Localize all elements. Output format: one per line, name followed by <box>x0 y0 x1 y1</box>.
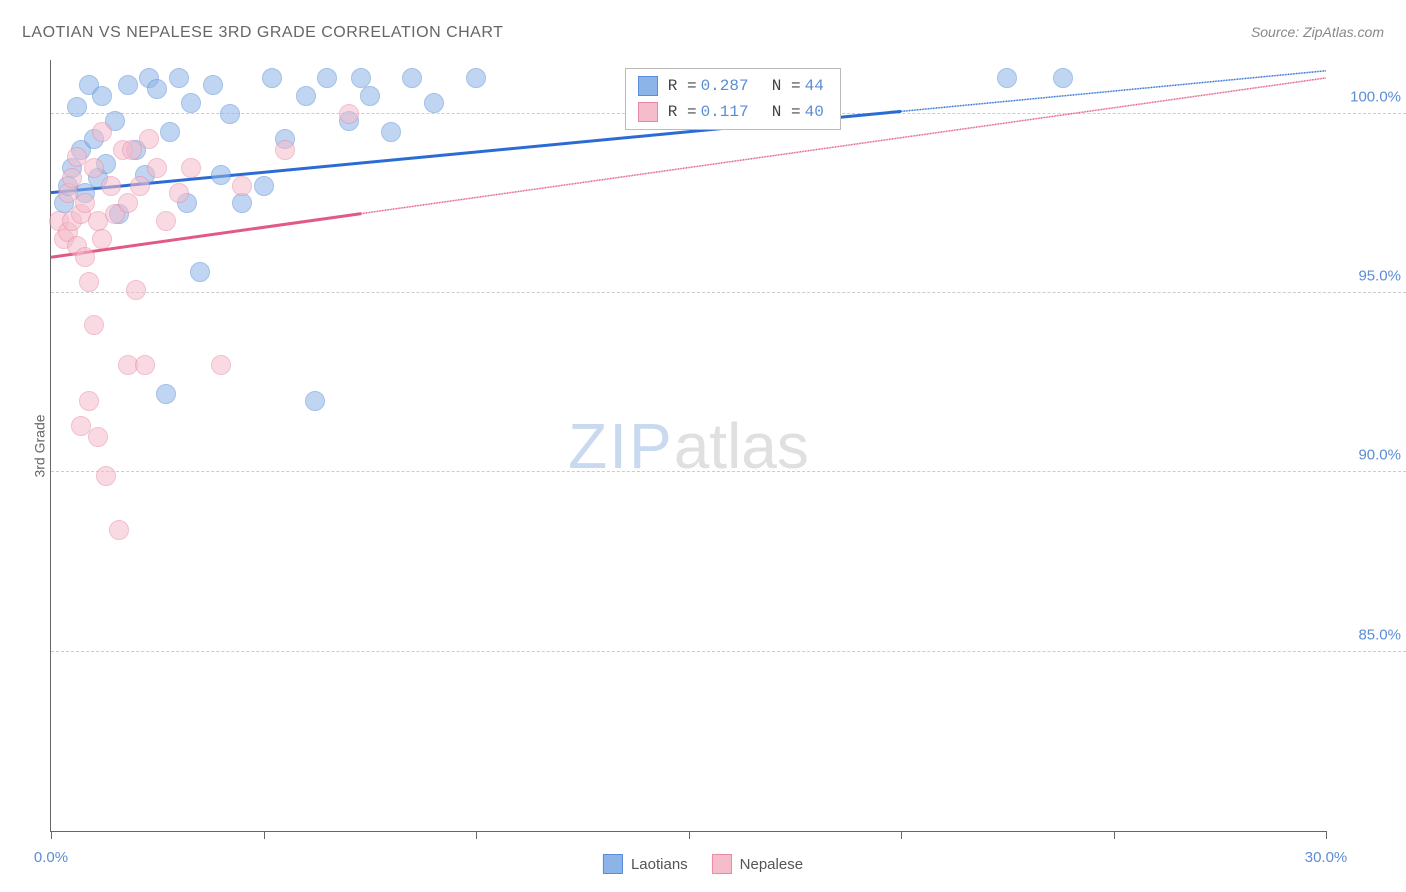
data-point <box>79 391 99 411</box>
gridline <box>51 292 1406 293</box>
data-point <box>130 176 150 196</box>
stats-n-label: N = <box>753 103 801 121</box>
data-point <box>160 122 180 142</box>
x-tick <box>476 831 477 839</box>
data-point <box>190 262 210 282</box>
data-point <box>169 68 189 88</box>
chart-container: LAOTIAN VS NEPALESE 3RD GRADE CORRELATIO… <box>0 0 1406 892</box>
y-axis-title: 3rd Grade <box>32 414 48 477</box>
y-tick-label: 90.0% <box>1358 447 1401 464</box>
legend-label: Nepalese <box>740 856 803 873</box>
stats-swatch <box>638 102 658 122</box>
data-point <box>181 93 201 113</box>
data-point <box>84 315 104 335</box>
stats-r-value: 0.117 <box>701 103 749 121</box>
data-point <box>211 355 231 375</box>
data-point <box>220 104 240 124</box>
data-point <box>92 122 112 142</box>
data-point <box>67 97 87 117</box>
data-point <box>156 384 176 404</box>
x-tick <box>901 831 902 839</box>
stats-r-value: 0.287 <box>701 77 749 95</box>
data-point <box>156 211 176 231</box>
stats-row: R = 0.287 N = 44 <box>626 73 840 99</box>
data-point <box>275 140 295 160</box>
legend-label: Laotians <box>631 856 688 873</box>
legend-item: Nepalese <box>712 854 803 874</box>
data-point <box>147 79 167 99</box>
data-point <box>402 68 422 88</box>
data-point <box>84 158 104 178</box>
x-tick <box>264 831 265 839</box>
x-tick <box>689 831 690 839</box>
stats-n-value: 40 <box>805 103 824 121</box>
data-point <box>135 355 155 375</box>
data-point <box>1053 68 1073 88</box>
data-point <box>139 129 159 149</box>
legend: Laotians Nepalese <box>603 854 803 874</box>
data-point <box>232 193 252 213</box>
data-point <box>92 229 112 249</box>
data-point <box>96 466 116 486</box>
data-point <box>118 75 138 95</box>
x-tick <box>1326 831 1327 839</box>
data-point <box>62 168 82 188</box>
data-point <box>381 122 401 142</box>
gridline <box>51 471 1406 472</box>
chart-title: LAOTIAN VS NEPALESE 3RD GRADE CORRELATIO… <box>22 24 503 42</box>
data-point <box>997 68 1017 88</box>
data-point <box>181 158 201 178</box>
data-point <box>466 68 486 88</box>
data-point <box>296 86 316 106</box>
y-tick-label: 100.0% <box>1350 88 1401 105</box>
data-point <box>88 427 108 447</box>
data-point <box>211 165 231 185</box>
stats-r-label: R = <box>668 103 697 121</box>
stats-n-value: 44 <box>805 77 824 95</box>
gridline <box>51 651 1406 652</box>
data-point <box>79 272 99 292</box>
data-point <box>232 176 252 196</box>
stats-r-label: R = <box>668 77 697 95</box>
data-point <box>109 520 129 540</box>
data-point <box>203 75 223 95</box>
x-tick <box>51 831 52 839</box>
legend-swatch <box>712 854 732 874</box>
data-point <box>424 93 444 113</box>
legend-swatch <box>603 854 623 874</box>
x-tick-label: 30.0% <box>1305 849 1348 866</box>
x-tick-label: 0.0% <box>34 849 68 866</box>
data-point <box>126 280 146 300</box>
plot-area: ZIPatlas 85.0%90.0%95.0%100.0%0.0%30.0%R… <box>50 60 1326 832</box>
data-point <box>262 68 282 88</box>
data-point <box>169 183 189 203</box>
x-tick <box>1114 831 1115 839</box>
stats-swatch <box>638 76 658 96</box>
y-tick-label: 95.0% <box>1358 268 1401 285</box>
data-point <box>75 247 95 267</box>
stats-box: R = 0.287 N = 44R = 0.117 N = 40 <box>625 68 841 130</box>
data-point <box>92 86 112 106</box>
legend-item: Laotians <box>603 854 688 874</box>
data-point <box>101 176 121 196</box>
data-point <box>317 68 337 88</box>
data-point <box>339 104 359 124</box>
data-point <box>254 176 274 196</box>
y-tick-label: 85.0% <box>1358 626 1401 643</box>
data-point <box>305 391 325 411</box>
stats-row: R = 0.117 N = 40 <box>626 99 840 125</box>
data-point <box>75 193 95 213</box>
stats-n-label: N = <box>753 77 801 95</box>
data-point <box>360 86 380 106</box>
data-point <box>118 193 138 213</box>
source-label: Source: ZipAtlas.com <box>1251 24 1384 40</box>
data-point <box>147 158 167 178</box>
